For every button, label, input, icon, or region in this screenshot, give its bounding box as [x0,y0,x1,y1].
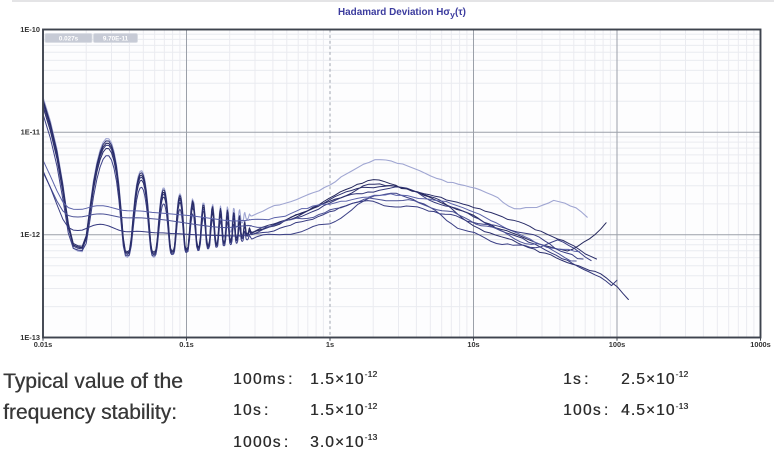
svg-text:1E-11: 1E-11 [21,128,40,137]
svg-text:0.027s: 0.027s [59,35,79,42]
svg-text:1E-13: 1E-13 [20,333,40,342]
svg-text:Hadamard Deviation Hσy(τ): Hadamard Deviation Hσy(τ) [338,7,466,20]
svg-text:1E-12: 1E-12 [20,230,40,239]
svg-text:1000s: 1000s [750,340,771,349]
svg-text:1E-10: 1E-10 [20,25,40,34]
svg-text:0.01s: 0.01s [34,340,53,349]
svg-text:100s: 100s [609,340,625,349]
svg-text:10s: 10s [467,340,479,349]
svg-text:9.70E-11: 9.70E-11 [103,35,129,42]
svg-text:0.1s: 0.1s [179,340,193,349]
svg-text:1s: 1s [326,340,334,349]
